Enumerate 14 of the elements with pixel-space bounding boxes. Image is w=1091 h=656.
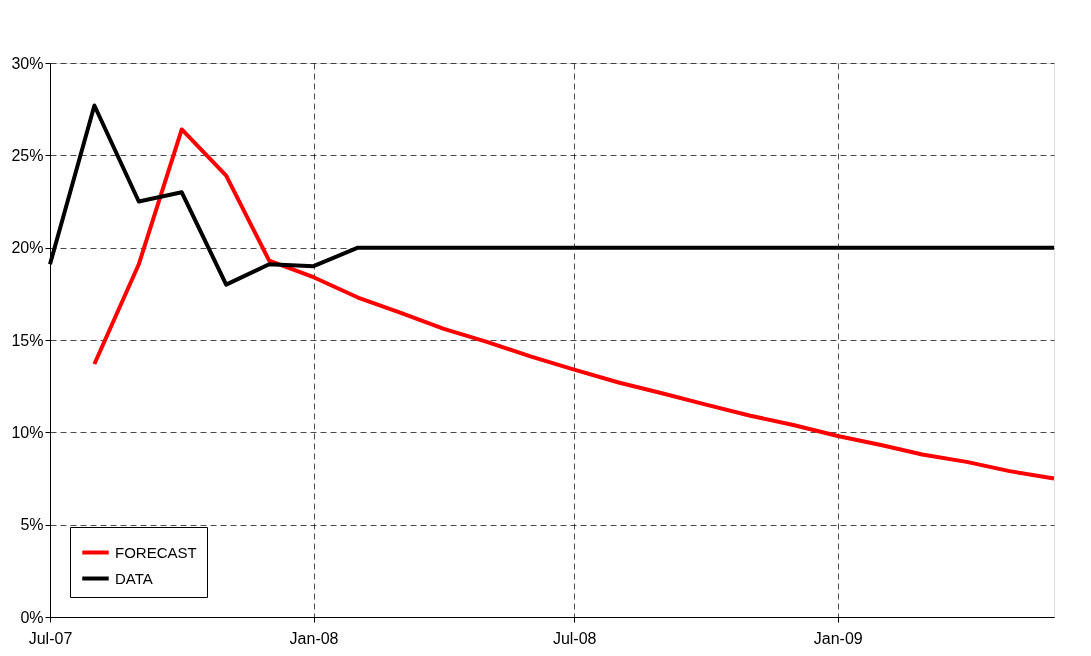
y-tick-label: 30% [11,54,44,72]
y-tick-label: 5% [20,516,44,534]
x-tick-label: Jan-08 [289,629,339,647]
x-tick-label: Jan-09 [813,629,863,647]
legend-label: FORECAST [115,543,197,561]
y-tick-label: 10% [11,423,44,441]
y-tick-label: 15% [11,331,44,349]
x-tick-label: Jul-08 [552,629,597,647]
y-tick-label: 25% [11,146,44,164]
x-tick-label: Jul-07 [28,629,73,647]
line-series [92,127,1056,481]
legend-label: DATA [115,569,153,587]
y-tick-label: 20% [11,239,44,257]
y-tick-label: 0% [20,608,44,626]
